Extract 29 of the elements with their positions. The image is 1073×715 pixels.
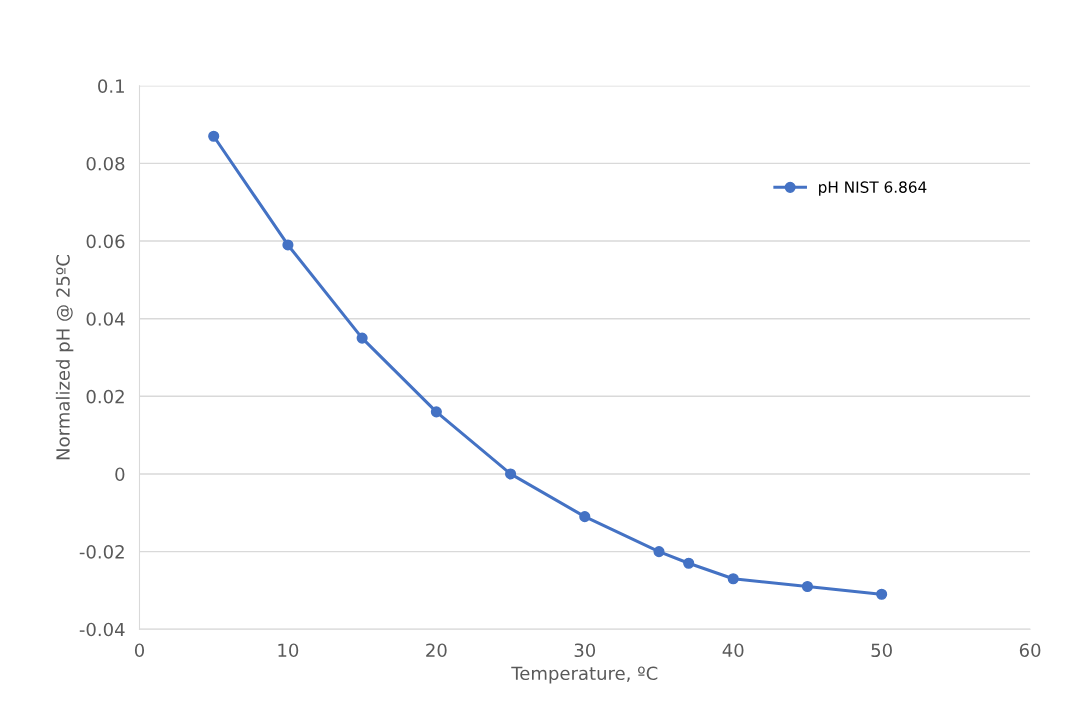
point (208, 130, 220, 142)
point (282, 239, 294, 251)
legend-label: pH NIST 6.864 (819, 181, 927, 196)
x-tick-label: 40 (722, 643, 744, 658)
x-tick-label: 60 (1019, 643, 1041, 658)
point (505, 468, 517, 480)
x-tick-label: 0 (134, 643, 145, 658)
y-tick-label: -0.02 (79, 545, 124, 559)
point (579, 511, 591, 523)
y-tick-label: 0.02 (86, 389, 124, 404)
x-tick-label: 50 (871, 643, 892, 658)
point (683, 557, 695, 569)
x-tick-label: 10 (278, 643, 299, 658)
y-tick-label: 0.1 (98, 79, 124, 93)
point (430, 406, 442, 418)
y-tick-label: -0.04 (79, 622, 125, 637)
y-axis-title: Normalized pH @ 25ºC (55, 255, 74, 460)
y-tick-label: 0 (115, 467, 125, 482)
point (801, 580, 813, 593)
x-tick-label: 20 (426, 643, 447, 658)
y-tick-label: 0.08 (86, 156, 125, 171)
point (653, 546, 665, 558)
x-tick-label: 30 (574, 643, 596, 658)
point (356, 332, 368, 344)
point (876, 588, 888, 600)
x-axis-title: Temperature, ºC (511, 666, 658, 684)
y-tick-label: 0.06 (86, 234, 125, 249)
y-tick-label: 0.04 (86, 312, 125, 326)
point (727, 573, 739, 585)
